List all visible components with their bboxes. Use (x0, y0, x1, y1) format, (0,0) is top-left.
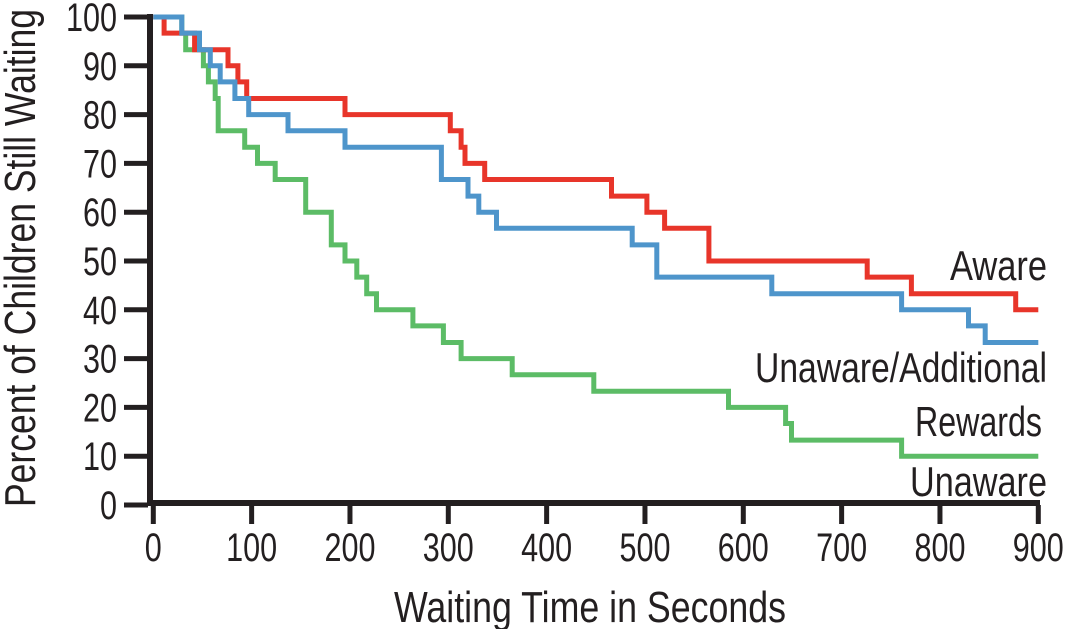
x-tick-label: 400 (521, 526, 572, 570)
x-axis-title: Waiting Time in Seconds (394, 583, 786, 629)
legend-label-unaware-additional: Unaware/Additional (755, 344, 1047, 391)
y-tick-label: 60 (83, 191, 117, 235)
series-lines (153, 14, 1039, 459)
x-tick-label: 700 (816, 526, 867, 570)
y-tick-label: 0 (100, 484, 117, 528)
y-tick-label: 80 (83, 94, 117, 138)
y-tick-label: 90 (83, 45, 117, 89)
x-tick-label: 200 (324, 526, 375, 570)
legend: Aware Unaware/Additional Rewards Unaware (755, 242, 1047, 505)
y-tick-label: 10 (83, 435, 117, 479)
unaware-additional-rewards-line (153, 14, 1039, 345)
y-tick-label: 70 (83, 142, 117, 186)
x-tick-label: 500 (619, 526, 670, 570)
x-tick-label: 0 (145, 526, 162, 570)
x-tick-label: 900 (1013, 526, 1064, 570)
y-tick-label: 50 (83, 240, 117, 284)
y-tick-label: 30 (83, 338, 117, 382)
x-tick-label: 800 (914, 526, 965, 570)
unaware-line (153, 14, 1039, 459)
x-tick-group: 0 100 200 300 400 500 600 700 800 900 (145, 505, 1064, 570)
x-tick-label: 300 (423, 526, 474, 570)
legend-label-aware: Aware (950, 242, 1047, 289)
legend-label-rewards: Rewards (915, 398, 1042, 445)
x-tick-label: 100 (226, 526, 277, 570)
aware-line (153, 14, 1039, 313)
y-tick-label: 20 (83, 386, 117, 430)
x-axis: 0 100 200 300 400 500 600 700 800 900 Waiting Tim… (145, 500, 1064, 629)
x-tick-label: 600 (718, 526, 769, 570)
y-tick-label: 40 (83, 289, 117, 333)
legend-label-unaware: Unaware (910, 458, 1047, 505)
y-tick-label: 100 (66, 0, 117, 40)
y-axis-title: Percent of Children Still Waiting (0, 9, 45, 507)
